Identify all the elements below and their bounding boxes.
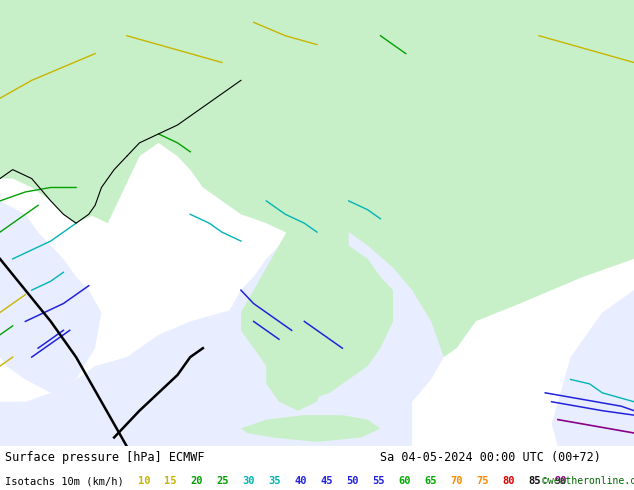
Text: 10: 10 <box>138 476 151 486</box>
Text: Isotachs 10m (km/h): Isotachs 10m (km/h) <box>5 476 124 486</box>
Text: 25: 25 <box>216 476 229 486</box>
Text: 70: 70 <box>450 476 463 486</box>
Text: 50: 50 <box>346 476 359 486</box>
Text: 80: 80 <box>502 476 515 486</box>
Polygon shape <box>431 0 634 348</box>
Text: 30: 30 <box>242 476 255 486</box>
Text: 45: 45 <box>320 476 333 486</box>
Polygon shape <box>266 335 323 411</box>
Text: 60: 60 <box>398 476 411 486</box>
Text: 40: 40 <box>294 476 307 486</box>
Polygon shape <box>241 415 380 442</box>
Text: 75: 75 <box>476 476 489 486</box>
Text: 85: 85 <box>528 476 541 486</box>
Polygon shape <box>552 290 634 446</box>
Polygon shape <box>0 80 32 170</box>
Polygon shape <box>0 303 412 446</box>
Polygon shape <box>0 0 634 379</box>
Polygon shape <box>241 143 393 402</box>
Text: 15: 15 <box>164 476 177 486</box>
Text: Sa 04-05-2024 00:00 UTC (00+72): Sa 04-05-2024 00:00 UTC (00+72) <box>380 451 601 464</box>
Polygon shape <box>89 80 165 223</box>
Text: 55: 55 <box>372 476 385 486</box>
Text: 20: 20 <box>190 476 203 486</box>
Text: 65: 65 <box>424 476 437 486</box>
Text: 35: 35 <box>268 476 281 486</box>
Text: 90: 90 <box>554 476 567 486</box>
Polygon shape <box>0 201 101 393</box>
Polygon shape <box>222 223 444 402</box>
Text: Surface pressure [hPa] ECMWF: Surface pressure [hPa] ECMWF <box>5 451 205 464</box>
Text: ©weatheronline.co.uk: ©weatheronline.co.uk <box>542 476 634 486</box>
